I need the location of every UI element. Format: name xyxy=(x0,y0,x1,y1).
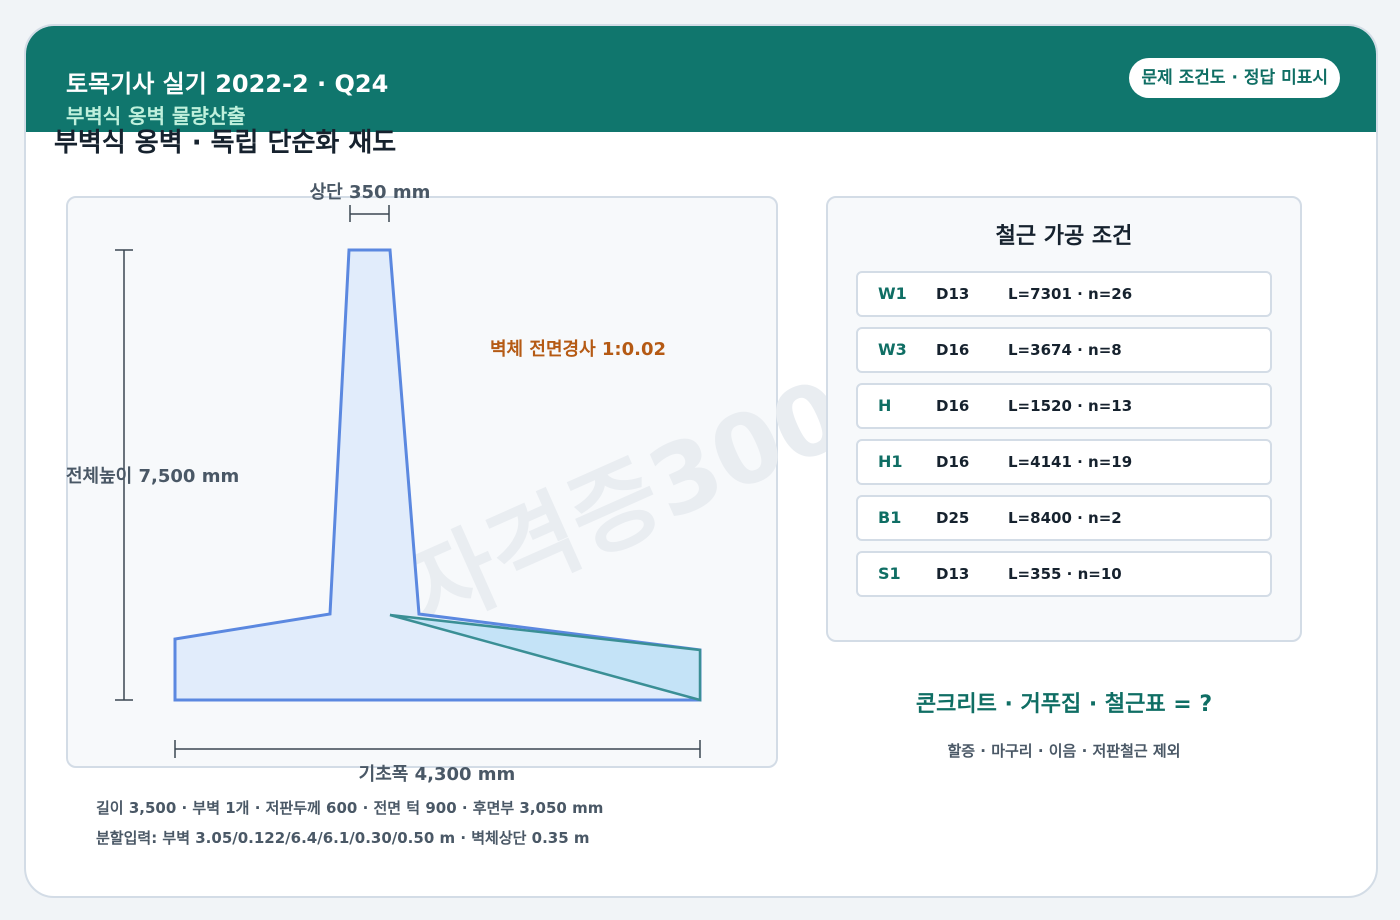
page-subtitle: 부벽식 옹벽 물량산출 xyxy=(66,104,246,128)
top-width-label: 상단 350 mm xyxy=(310,182,431,203)
rebar-id: W3 xyxy=(878,340,907,359)
question-text: 콘크리트 · 거푸집 · 철근표 = ? xyxy=(915,692,1213,717)
rebar-length-count: L=3674 · n=8 xyxy=(1008,341,1122,359)
rebar-id: S1 xyxy=(878,564,901,583)
rebar-row-s1: S1 D13 L=355 · n=10 xyxy=(856,551,1272,597)
rebar-diameter: D16 xyxy=(936,341,970,359)
rebar-row-b1: B1 D25 L=8400 · n=2 xyxy=(856,495,1272,541)
rebar-length-count: L=4141 · n=19 xyxy=(1008,453,1133,471)
header-bar: 토목기사 실기 2022-2 · Q24 부벽식 옹벽 물량산출 문제 조건도 … xyxy=(26,26,1376,132)
rebar-diameter: D13 xyxy=(936,285,970,303)
dimension-note: 길이 3,500 · 부벽 1개 · 저판두께 600 · 전면 턱 900 ·… xyxy=(96,799,604,817)
rebar-row-h: H D16 L=1520 · n=13 xyxy=(856,383,1272,429)
buttress-shape xyxy=(389,613,702,702)
rebar-id: H xyxy=(878,396,892,415)
exclusion-note: 할증 · 마구리 · 이음 · 저판철근 제외 xyxy=(947,742,1181,760)
rebar-diameter: D25 xyxy=(936,509,970,527)
status-badge: 문제 조건도 · 정답 미표시 xyxy=(1129,58,1340,98)
rebar-length-count: L=8400 · n=2 xyxy=(1008,509,1122,527)
rebar-row-w3: W3 D16 L=3674 · n=8 xyxy=(856,327,1272,373)
rebar-diameter: D16 xyxy=(936,453,970,471)
rebar-length-count: L=355 · n=10 xyxy=(1008,565,1122,583)
rebar-diameter: D13 xyxy=(936,565,970,583)
split-input-note: 분할입력: 부벽 3.05/0.122/6.4/6.1/0.30/0.50 m … xyxy=(96,829,590,847)
rebar-panel-title: 철근 가공 조건 xyxy=(995,224,1133,249)
rebar-id: W1 xyxy=(878,284,907,303)
diagram-title: 부벽식 옹벽 · 독립 단순화 재도 xyxy=(54,128,397,158)
rebar-id: B1 xyxy=(878,508,902,527)
rebar-row-w1: W1 D13 L=7301 · n=26 xyxy=(856,271,1272,317)
rebar-length-count: L=1520 · n=13 xyxy=(1008,397,1133,415)
slope-label: 벽체 전면경사 1:0.02 xyxy=(490,339,666,360)
base-width-label: 기초폭 4,300 mm xyxy=(359,764,516,785)
rebar-id: H1 xyxy=(878,452,903,471)
rebar-length-count: L=7301 · n=26 xyxy=(1008,285,1133,303)
rebar-row-h1: H1 D16 L=4141 · n=19 xyxy=(856,439,1272,485)
rebar-diameter: D16 xyxy=(936,397,970,415)
height-label: 전체높이 7,500 mm xyxy=(66,466,239,487)
rebar-conditions-panel: 철근 가공 조건 W1 D13 L=7301 · n=26 W3 D16 L=3… xyxy=(826,196,1302,642)
page-title: 토목기사 실기 2022-2 · Q24 xyxy=(66,70,389,98)
